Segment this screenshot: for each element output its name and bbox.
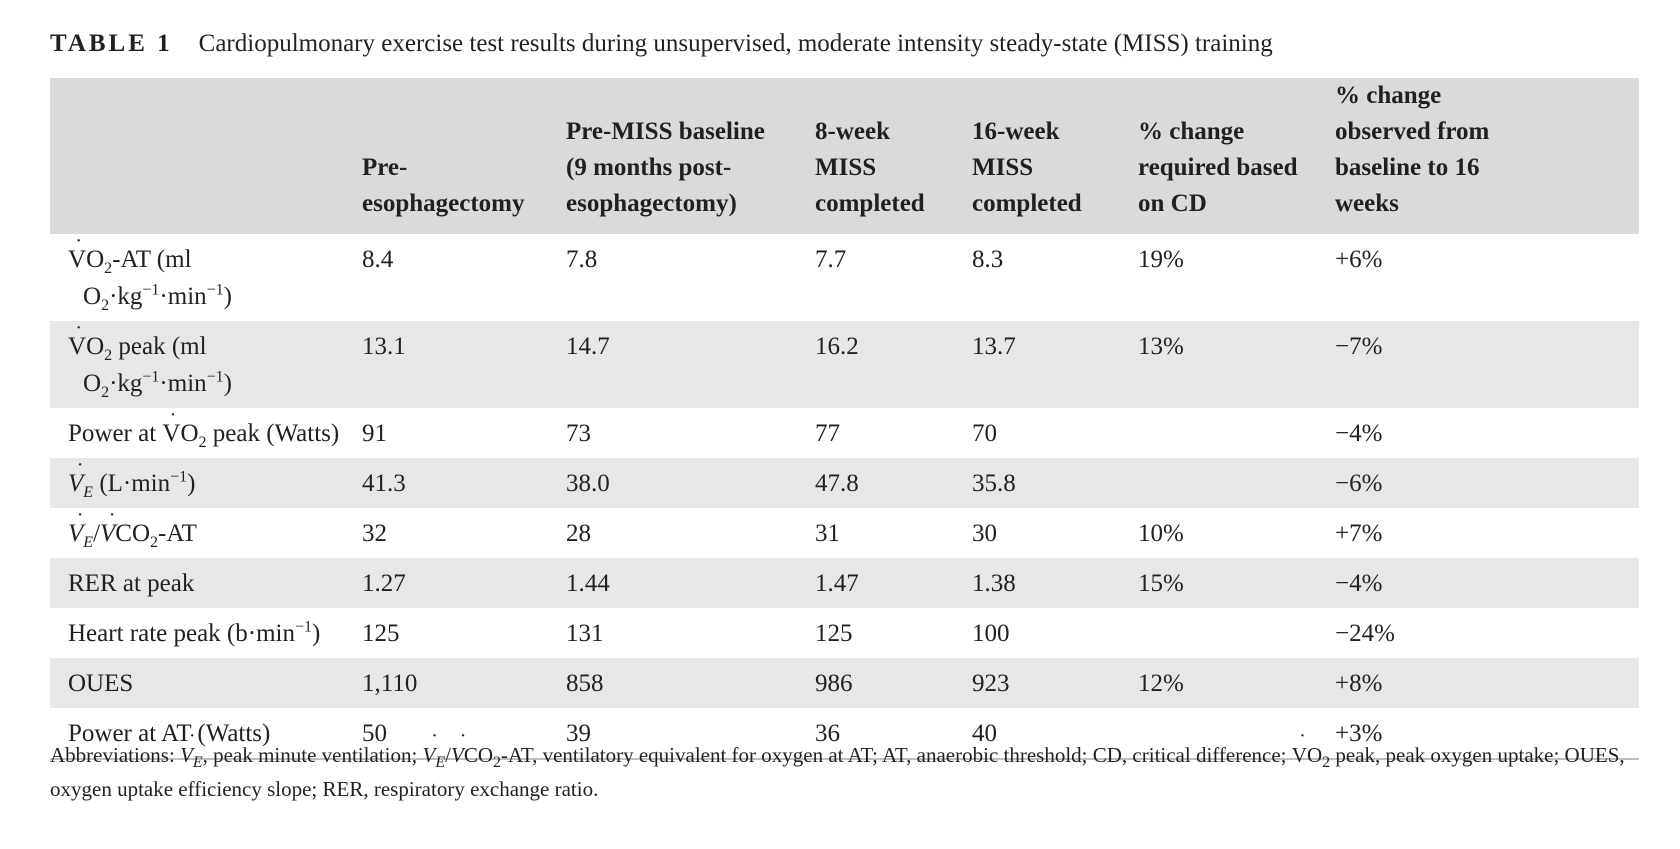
cell-16-week: 100: [972, 620, 1010, 647]
row-parameter: Power at VO2 peak (Watts): [50, 402, 362, 458]
cell-8-week: 986: [815, 670, 853, 697]
cell-change-required: 15%: [1138, 570, 1184, 597]
cell-pre-esophagectomy: 125: [362, 620, 400, 647]
cell-8-week: 125: [815, 620, 853, 647]
cell-change-observed: −6%: [1335, 470, 1383, 497]
header-pre-miss-baseline: Pre-MISS baseline (9 months post-esophag…: [566, 118, 765, 217]
cell-pre-miss: 14.7: [566, 333, 610, 360]
table-row: RER at peak 1.27 1.44 1.47 1.38 15% −4%: [50, 558, 1639, 608]
cell-pre-miss: 131: [566, 620, 604, 647]
row-parameter: RER at peak: [68, 570, 195, 597]
table-row: Heart rate peak (b·min−1) 125 131 125 10…: [50, 608, 1639, 658]
cell-change-required: [1138, 608, 1335, 658]
cell-8-week: 7.7: [815, 246, 847, 273]
cell-change-required: [1138, 458, 1335, 508]
table-row: Power at AT (Watts) 50 39 36 40 +3%: [50, 708, 1639, 760]
table-row: OUES 1,110 858 986 923 12% +8%: [50, 658, 1639, 708]
header-parameter: [50, 78, 362, 234]
cell-16-week: 30: [972, 520, 997, 547]
results-table: Pre-esophagectomy Pre-MISS baseline (9 m…: [50, 78, 1639, 760]
table-label: TABLE 1: [50, 30, 173, 57]
row-parameter: OUES: [68, 670, 134, 697]
cell-pre-miss: 28: [566, 520, 591, 547]
table-row: VE (L·min−1) 41.3 38.0 47.8 35.8 −6%: [50, 452, 1639, 508]
cell-16-week: 35.8: [972, 470, 1016, 497]
cell-pre-esophagectomy: 41.3: [362, 470, 406, 497]
row-parameter: Heart rate peak (b·min−1): [68, 618, 321, 647]
cell-8-week: 16.2: [815, 333, 859, 360]
cell-pre-esophagectomy: 32: [362, 520, 387, 547]
cell-change-observed: −24%: [1335, 620, 1395, 647]
cell-change-observed: −4%: [1335, 420, 1383, 447]
row-parameter: Power at AT (Watts): [50, 708, 362, 760]
cell-16-week: 923: [972, 670, 1010, 697]
cell-pre-esophagectomy: 1,110: [362, 670, 418, 697]
cell-change-required: 10%: [1138, 520, 1184, 547]
cell-pre-miss: 1.44: [566, 570, 610, 597]
cell-pre-esophagectomy: 8.4: [362, 246, 394, 273]
cell-16-week: 1.38: [972, 570, 1016, 597]
cell-pre-esophagectomy: 13.1: [362, 333, 406, 360]
table-title: Cardiopulmonary exercise test results du…: [198, 30, 1273, 57]
cell-change-observed: −7%: [1335, 333, 1383, 360]
cell-change-required: 12%: [1138, 670, 1184, 697]
cell-change-required: [1138, 408, 1335, 458]
cell-8-week: 77: [815, 420, 840, 447]
cell-8-week: 31: [815, 520, 840, 547]
cell-16-week: 70: [972, 420, 997, 447]
cell-16-week: 13.7: [972, 333, 1016, 360]
table-header: Pre-esophagectomy Pre-MISS baseline (9 m…: [50, 78, 1639, 234]
header-change-required: % change required based on CD: [1138, 118, 1298, 217]
cell-16-week: 8.3: [972, 246, 1004, 273]
header-pre-esophagectomy: Pre-esophagectomy: [362, 154, 525, 217]
header-change-observed: % change observed from baseline to 16 we…: [1335, 82, 1490, 217]
cell-change-required: 13%: [1138, 333, 1184, 360]
row-parameter: VE/VCO2-AT: [50, 502, 362, 558]
header-row: Pre-esophagectomy Pre-MISS baseline (9 m…: [50, 78, 1639, 234]
cell-16-week: 40: [972, 708, 1138, 760]
cell-change-observed: +8%: [1335, 670, 1383, 697]
cell-pre-esophagectomy: 1.27: [362, 570, 406, 597]
cell-change-observed: +3%: [1335, 708, 1639, 760]
cell-8-week: 36: [815, 708, 972, 760]
cell-change-observed: −4%: [1335, 570, 1383, 597]
cell-change-required: 19%: [1138, 246, 1184, 273]
table-caption: TABLE 1 Cardiopulmonary exercise test res…: [50, 30, 1273, 58]
cell-pre-miss: 858: [566, 670, 604, 697]
cell-pre-miss: 38.0: [566, 470, 610, 497]
row-parameter: VE (L·min−1): [50, 452, 362, 508]
cell-pre-miss: 39: [566, 708, 815, 760]
table-row: Power at VO2 peak (Watts) 91 73 77 70 −4…: [50, 402, 1639, 458]
cell-8-week: 47.8: [815, 470, 859, 497]
cell-pre-miss: 73: [566, 420, 591, 447]
footnote-text: Abbreviations: VE, peak minute ventilati…: [50, 725, 1640, 806]
cell-change-observed: +6%: [1335, 246, 1383, 273]
table-row: VE/VCO2-AT 32 28 31 30 10% +7%: [50, 502, 1639, 558]
results-table-container: Pre-esophagectomy Pre-MISS baseline (9 m…: [50, 78, 1639, 760]
cell-change-observed: +7%: [1335, 520, 1383, 547]
cell-pre-miss: 7.8: [566, 246, 598, 273]
cell-pre-esophagectomy: 91: [362, 420, 387, 447]
table-footnote: Abbreviations: VE, peak minute ventilati…: [50, 725, 1640, 806]
header-8-week: 8-week MISS completed: [815, 118, 925, 217]
cell-8-week: 1.47: [815, 570, 859, 597]
header-16-week: 16-week MISS completed: [972, 118, 1082, 217]
